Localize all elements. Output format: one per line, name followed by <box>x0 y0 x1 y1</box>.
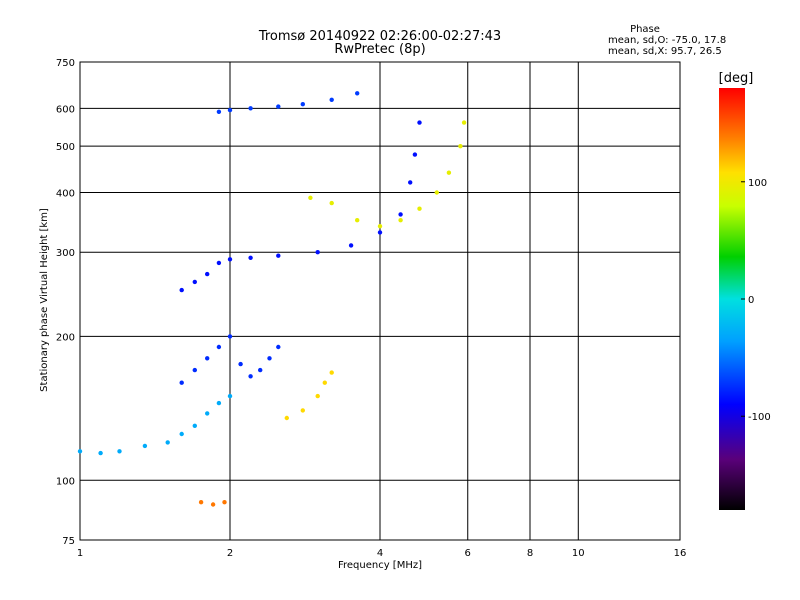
data-point <box>216 260 222 266</box>
data-point <box>434 190 439 195</box>
data-point <box>417 120 422 125</box>
x-tick-label: 6 <box>465 548 471 559</box>
data-point <box>192 367 197 373</box>
data-point <box>205 271 210 277</box>
data-point <box>276 104 281 109</box>
data-point <box>315 393 320 399</box>
data-point <box>446 170 452 175</box>
grid-lines <box>80 62 680 540</box>
x-axis-label: Frequency [MHz] <box>338 560 422 571</box>
colorbar-tick-label: 0 <box>748 295 754 306</box>
data-point <box>355 218 360 223</box>
data-point <box>458 144 463 149</box>
data-point <box>238 361 243 367</box>
data-point <box>284 415 289 421</box>
data-point <box>205 411 210 416</box>
x-tick-label: 1 <box>77 548 83 559</box>
chart-subtitle: RwPretec (8p) <box>334 42 425 57</box>
data-point <box>276 253 281 258</box>
data-point <box>117 449 122 454</box>
data-point <box>210 502 216 507</box>
data-point <box>192 423 197 428</box>
data-point <box>461 120 467 125</box>
data-point <box>248 374 253 379</box>
data-point <box>355 91 360 96</box>
data-point <box>192 279 197 285</box>
data-point <box>205 356 210 361</box>
data-point <box>142 443 148 449</box>
data-point <box>227 334 233 339</box>
data-point <box>412 152 418 157</box>
data-point <box>329 200 334 206</box>
colorbar-tick-label: -100 <box>748 412 771 423</box>
data-point <box>179 431 184 437</box>
data-point <box>300 102 305 107</box>
data-point <box>222 500 227 505</box>
x-tick-label: 8 <box>527 548 533 559</box>
data-point <box>267 356 272 361</box>
data-point <box>98 450 103 456</box>
data-point <box>308 195 313 200</box>
y-axis: 75 100 200 300 400 500 600 750 <box>56 58 75 547</box>
data-point <box>315 250 320 255</box>
y-tick-label: 75 <box>62 536 75 547</box>
y-tick-label: 600 <box>56 104 75 115</box>
chart-title: Tromsø 20140922 02:26:00-02:27:43 <box>258 29 501 44</box>
stats-line-x: mean, sd,X: 95.7, 26.5 <box>608 46 722 57</box>
data-point <box>248 106 253 111</box>
data-point <box>227 257 233 262</box>
data-point <box>179 287 184 293</box>
data-point <box>377 230 383 235</box>
data-point <box>329 370 334 375</box>
colorbar-label: [deg] <box>719 71 754 86</box>
stats-line-o: mean, sd,O: -75.0, 17.8 <box>608 35 726 46</box>
data-point <box>398 212 403 217</box>
data-point <box>417 206 422 211</box>
y-tick-label: 750 <box>56 58 75 69</box>
colorbar-ticks: 100 0 -100 <box>741 178 771 423</box>
data-point <box>300 408 305 413</box>
y-tick-label: 500 <box>56 142 75 153</box>
data-point <box>198 500 204 505</box>
data-point <box>408 180 413 185</box>
data-point <box>216 344 222 350</box>
data-point <box>165 440 170 445</box>
data-point <box>258 367 263 373</box>
data-point <box>216 109 222 115</box>
colorbar-tick-label: 100 <box>748 178 767 189</box>
x-tick-label: 4 <box>377 548 383 559</box>
x-axis: 1 2 4 6 8 10 16 <box>77 548 687 559</box>
data-point <box>348 243 354 248</box>
data-point <box>398 218 403 223</box>
data-point <box>322 380 327 385</box>
data-point <box>77 449 83 454</box>
x-tick-label: 10 <box>572 548 585 559</box>
colorbar <box>719 88 745 510</box>
x-tick-label: 2 <box>227 548 233 559</box>
y-tick-label: 100 <box>56 476 75 487</box>
data-point <box>248 255 253 260</box>
data-point <box>227 393 233 399</box>
y-tick-label: 400 <box>56 188 75 199</box>
data-point <box>179 380 184 385</box>
stats-heading: Phase <box>630 24 660 35</box>
y-tick-label: 300 <box>56 248 75 259</box>
data-point <box>329 97 334 103</box>
data-point <box>227 107 233 113</box>
data-point <box>377 224 383 229</box>
data-points <box>77 91 467 507</box>
data-point <box>276 344 281 350</box>
data-point <box>216 400 222 406</box>
x-tick-label: 16 <box>674 548 687 559</box>
y-tick-label: 200 <box>56 332 75 343</box>
y-axis-label: Stationary phase Virtual Height [km] <box>39 208 50 392</box>
